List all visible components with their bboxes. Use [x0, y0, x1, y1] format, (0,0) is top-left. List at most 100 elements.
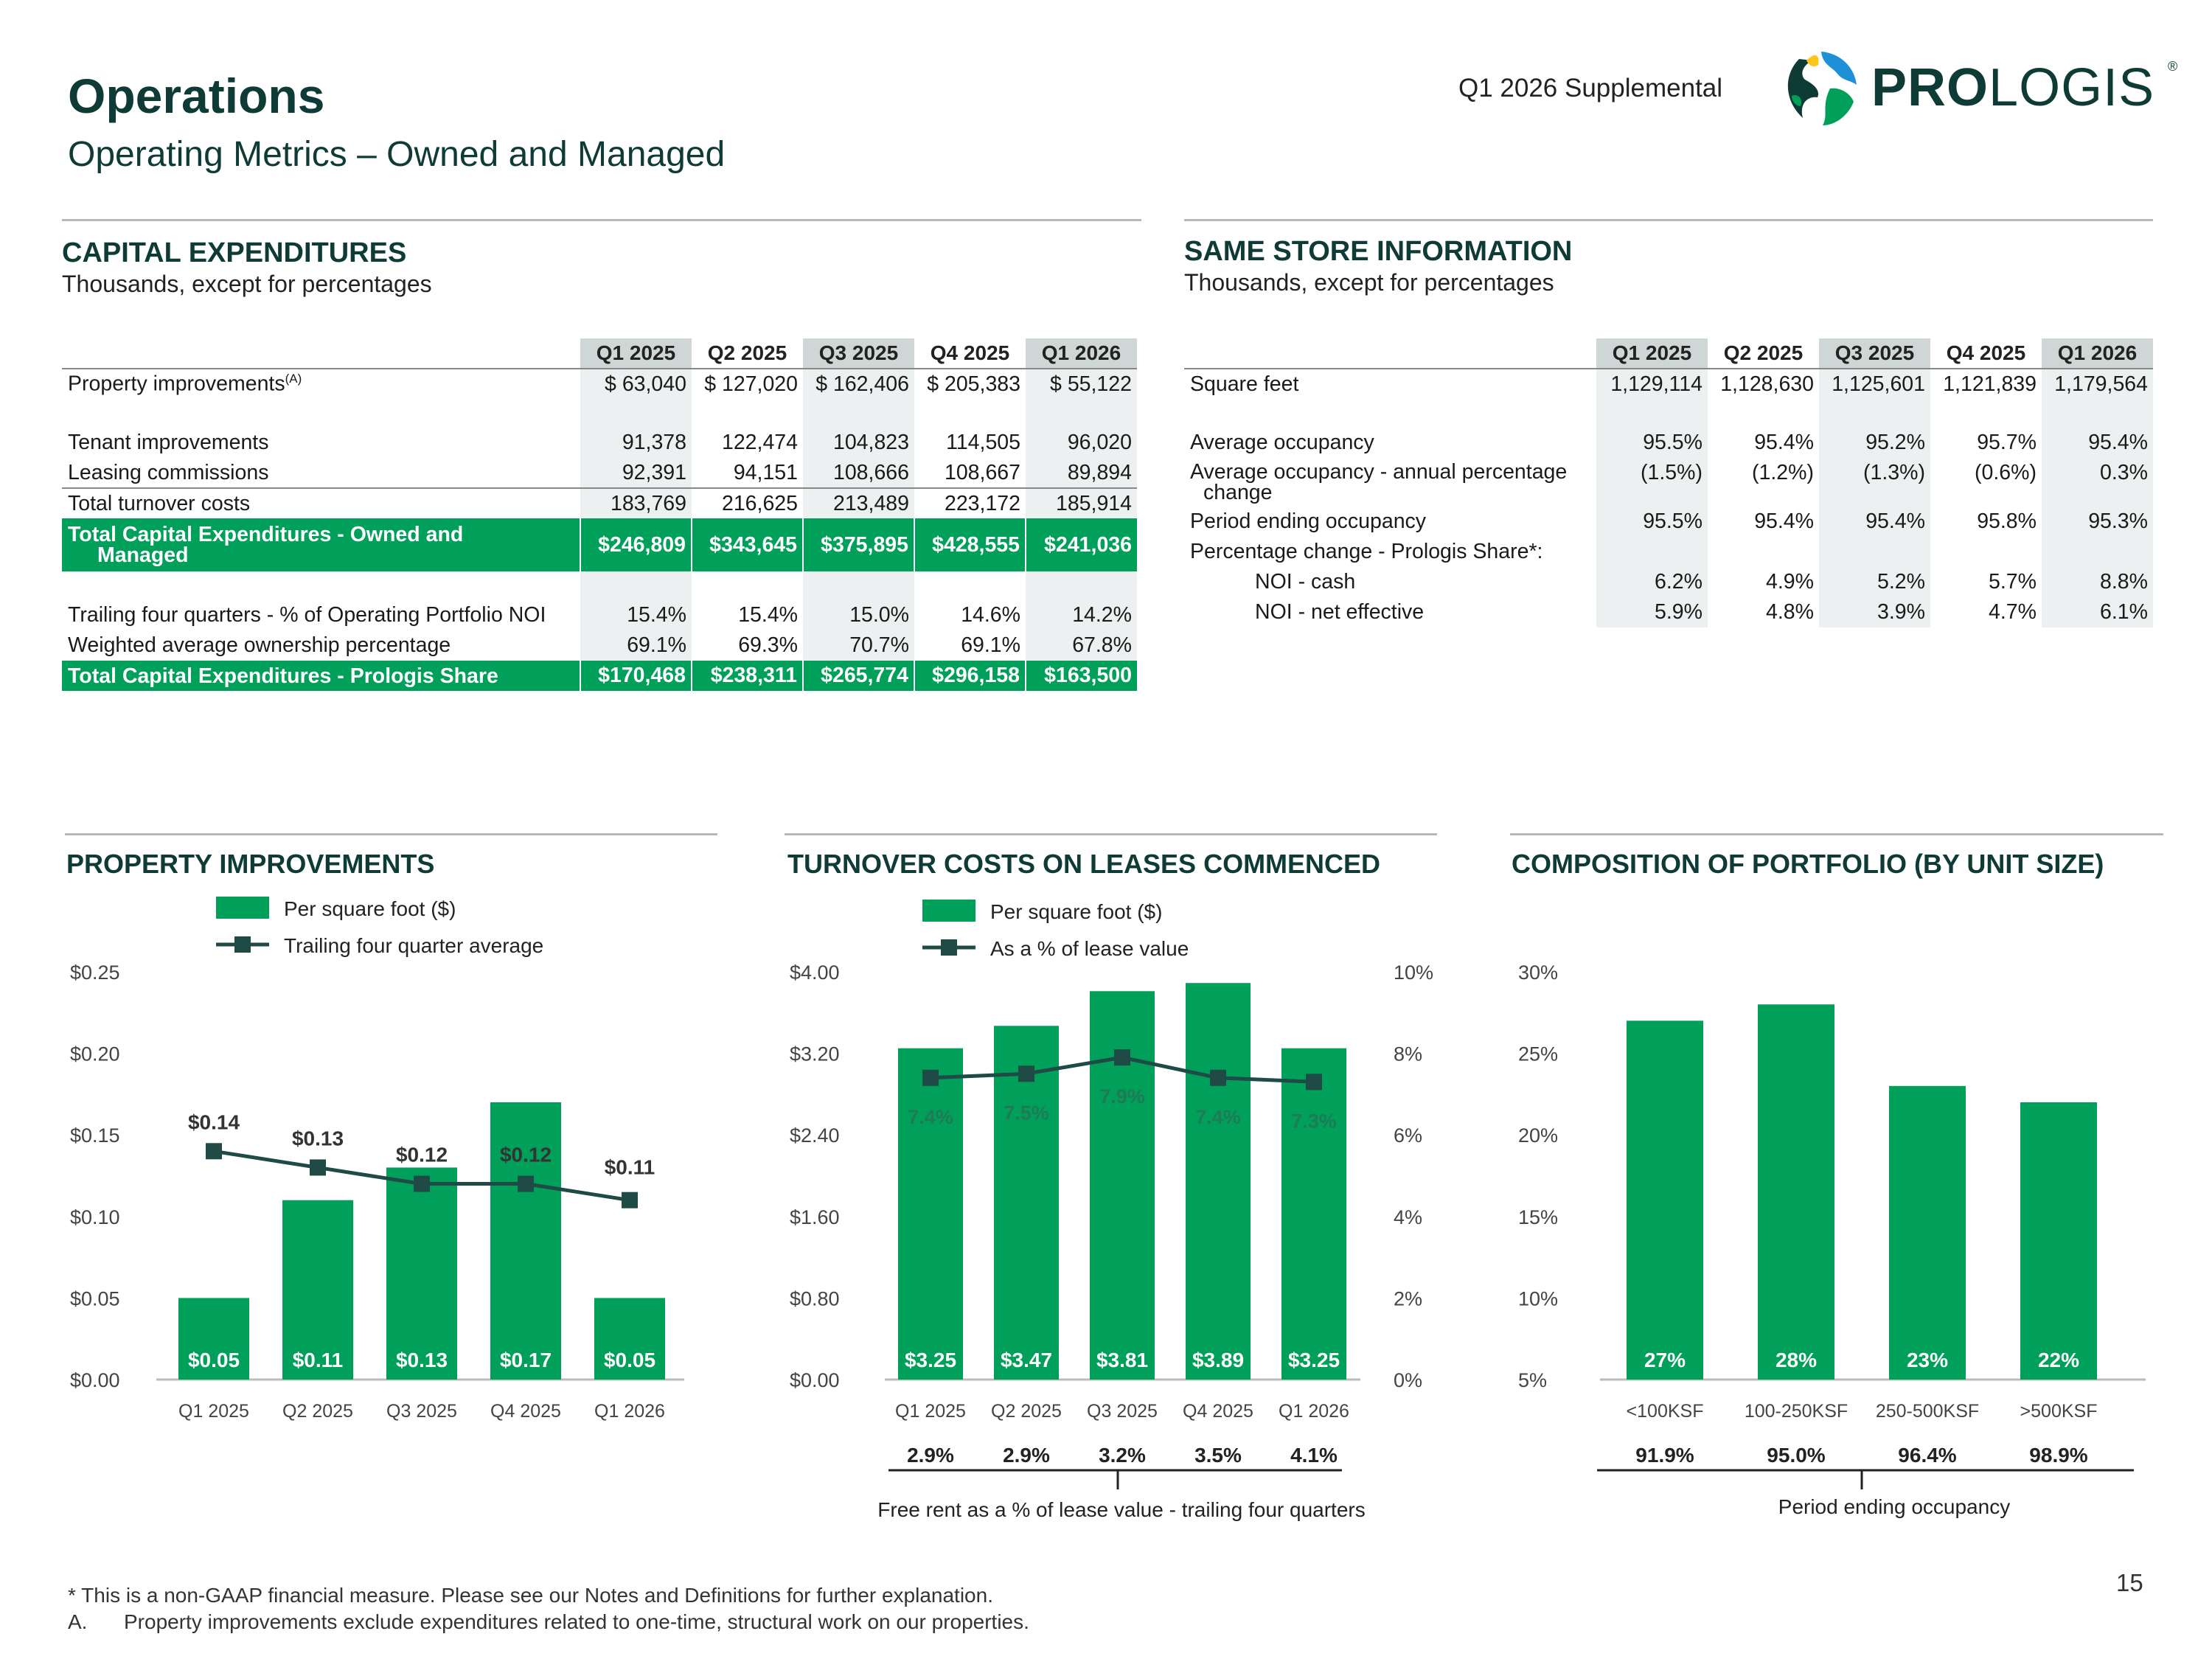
x-tick-label: Q3 2025 [386, 1401, 457, 1422]
y2-tick-label: 0% [1394, 1369, 1422, 1391]
page-title: Operations [68, 69, 325, 123]
legend-line-swatch-marker [941, 939, 957, 956]
bar [386, 1167, 457, 1380]
y-tick-label: $0.00 [790, 1369, 840, 1391]
free-rent-label: Free rent as a % of lease value - traili… [877, 1498, 1365, 1521]
free-rent-value: 3.5% [1194, 1444, 1242, 1467]
column-header: Q1 2026 [2042, 338, 2153, 369]
same-store-rule [1184, 219, 2153, 221]
legend-line-swatch-marker [234, 936, 251, 953]
y2-tick-label: 10% [1394, 961, 1433, 984]
capex-header-row: Q1 2025 Q2 2025 Q3 2025 Q4 2025 Q1 2026 [62, 338, 1137, 369]
bar-data-label: $0.17 [500, 1349, 552, 1371]
table-row: Tenant improvements 91,378 122,474 104,8… [62, 428, 1137, 458]
y-tick-label: $4.00 [790, 961, 840, 984]
table-row: Property improvements(A) $ 63,040 $ 127,… [62, 369, 1137, 399]
table-row: NOI - cash 6.2% 4.9% 5.2% 5.7% 8.8% [1184, 567, 2153, 597]
bar-data-label: 27% [1644, 1349, 1686, 1371]
free-rent-value: 4.1% [1290, 1444, 1338, 1467]
line-marker [1306, 1074, 1322, 1091]
occupancy-value: 96.4% [1898, 1444, 1956, 1467]
occupancy-value: 91.9% [1635, 1444, 1694, 1467]
y-tick-label: 15% [1518, 1206, 1558, 1228]
column-header: Q1 2026 [1026, 338, 1137, 369]
bar [490, 1102, 561, 1380]
chart3-rule [1510, 833, 2163, 835]
bar-data-label: $3.81 [1096, 1349, 1148, 1371]
page-subtitle: Operating Metrics – Owned and Managed [68, 135, 726, 174]
table-row: Total turnover costs 183,769 216,625 213… [62, 488, 1137, 518]
y-tick-label: $0.10 [70, 1206, 120, 1228]
row-label: Property improvements(A) [68, 372, 302, 396]
bar [1889, 1085, 1966, 1380]
table-row: NOI - net effective 5.9% 4.8% 3.9% 4.7% … [1184, 597, 2153, 627]
y-tick-label: $0.80 [790, 1287, 840, 1310]
bar-data-label: $3.47 [1001, 1349, 1052, 1371]
legend-bar-swatch [922, 900, 975, 922]
bar-data-label: 28% [1775, 1349, 1817, 1371]
bar-data-label: $3.25 [1288, 1349, 1340, 1371]
x-tick-label: Q1 2026 [1279, 1401, 1349, 1422]
x-tick-label: 100-250KSF [1745, 1401, 1848, 1422]
line-data-label: $0.12 [500, 1144, 552, 1166]
legend-bar-label: Per square foot ($) [990, 900, 1162, 923]
bar-data-label: $0.11 [293, 1349, 344, 1371]
bar [1627, 1020, 1703, 1380]
bar-data-label: 23% [1907, 1349, 1948, 1371]
table-row: Percentage change - Prologis Share*: [1184, 537, 2153, 567]
bar-data-label: $0.05 [604, 1349, 655, 1371]
y-tick-label: $0.15 [70, 1124, 120, 1147]
line-data-label: 7.5% [1004, 1102, 1049, 1124]
x-tick-label: Q2 2025 [282, 1401, 353, 1422]
occupancy-label: Period ending occupancy [1778, 1495, 2010, 1518]
capex-rule [62, 219, 1141, 221]
line-data-label: 7.4% [908, 1106, 953, 1128]
bar [994, 1026, 1059, 1380]
bar [1758, 1004, 1834, 1380]
same-store-header-row: Q1 2025 Q2 2025 Q3 2025 Q4 2025 Q1 2026 [1184, 338, 2153, 369]
footnote-nongaap: * This is a non-GAAP financial measure. … [68, 1584, 993, 1607]
line-data-label: $0.14 [188, 1110, 240, 1133]
column-header: Q4 2025 [914, 338, 1026, 369]
free-rent-value: 3.2% [1099, 1444, 1146, 1467]
y2-tick-label: 6% [1394, 1124, 1422, 1147]
bar-data-label: 22% [2038, 1349, 2079, 1371]
occupancy-value: 98.9% [2029, 1444, 2087, 1467]
y-tick-label: 10% [1518, 1287, 1558, 1310]
x-tick-label: >500KSF [2020, 1401, 2098, 1422]
line-marker [414, 1175, 430, 1192]
logo-wordmark: PROLOGIS [1871, 58, 2155, 117]
legend-bar-label: Per square foot ($) [284, 897, 456, 920]
line-data-label: 7.4% [1195, 1106, 1241, 1128]
prologis-logo: PROLOGIS ® [1777, 44, 2190, 133]
table-row: Leasing commissions 92,391 94,151 108,66… [62, 458, 1137, 489]
chart1-rule [65, 833, 717, 835]
x-tick-label: Q3 2025 [1087, 1401, 1158, 1422]
supplemental-label: Q1 2026 Supplemental [1458, 74, 1723, 102]
line-marker [1210, 1069, 1226, 1086]
line-marker [622, 1192, 638, 1208]
y-tick-label: $1.60 [790, 1206, 840, 1228]
line-data-label: $0.13 [292, 1127, 344, 1150]
footnote-a-letter: A. [68, 1610, 88, 1633]
bar-data-label: $0.05 [188, 1349, 240, 1371]
free-rent-value: 2.9% [1003, 1444, 1050, 1467]
column-header: Q2 2025 [692, 338, 803, 369]
bar [282, 1200, 353, 1380]
x-tick-label: Q1 2026 [594, 1401, 665, 1422]
footnote-a: Property improvements exclude expenditur… [124, 1610, 1029, 1633]
chart2-rule [785, 833, 1437, 835]
bar [2020, 1102, 2097, 1380]
same-store-subtitle: Thousands, except for percentages [1184, 269, 1554, 296]
total-row: Total Capital Expenditures - Prologis Sh… [62, 661, 1137, 691]
line-marker [922, 1069, 939, 1086]
line-marker [1018, 1065, 1034, 1082]
table-row: Trailing four quarters - % of Operating … [62, 600, 1137, 630]
bar [898, 1048, 963, 1380]
table-row: Weighted average ownership percentage 69… [62, 630, 1137, 661]
line-data-label: 7.3% [1291, 1110, 1337, 1132]
x-tick-label: Q2 2025 [991, 1401, 1062, 1422]
y-tick-label: 5% [1518, 1369, 1547, 1391]
table-row: Average occupancy 95.5% 95.4% 95.2% 95.7… [1184, 428, 2153, 458]
table-row: Period ending occupancy 95.5% 95.4% 95.4… [1184, 507, 2153, 537]
